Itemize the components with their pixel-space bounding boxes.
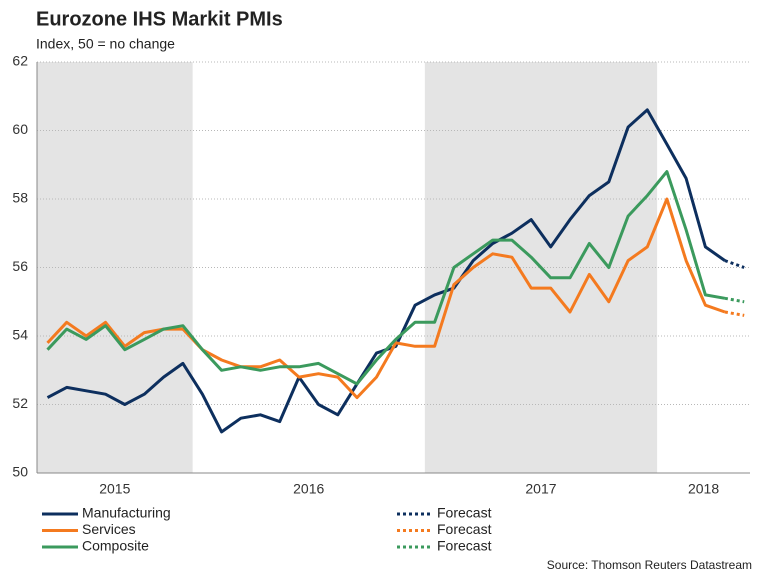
forecast-line xyxy=(724,259,745,269)
series-line xyxy=(46,170,726,386)
legend-label: Manufacturing xyxy=(82,505,171,521)
y-tick-label: 62 xyxy=(12,53,28,69)
x-tick-label: 2018 xyxy=(688,481,719,497)
source: Source: Thomson Reuters Datastream xyxy=(547,558,752,572)
legend: Manufacturing Forecast Services Forecast Com… xyxy=(42,505,492,554)
chart-subtitle: Index, 50 = no change xyxy=(36,36,175,52)
legend-label: Forecast xyxy=(437,538,492,554)
legend-label: Forecast xyxy=(437,521,492,537)
legend-label: Forecast xyxy=(437,505,492,521)
forecast-line xyxy=(724,310,745,317)
axes: 2015 2016 2017 2018 50 52 54 56 58 60 62 xyxy=(12,53,750,497)
x-tick-label: 2015 xyxy=(99,481,130,497)
chart-title: Eurozone IHS Markit PMIs xyxy=(36,8,283,30)
lines xyxy=(46,108,745,434)
legend-label: Composite xyxy=(82,538,149,554)
y-tick-label: 54 xyxy=(12,327,28,343)
y-tick-label: 60 xyxy=(12,121,28,137)
x-tick-label: 2016 xyxy=(293,481,324,497)
y-tick-label: 58 xyxy=(12,190,28,206)
forecast-line xyxy=(724,296,745,304)
x-tick-label: 2017 xyxy=(525,481,556,497)
y-tick-label: 52 xyxy=(12,395,28,411)
y-tick-label: 50 xyxy=(12,464,28,480)
y-tick-label: 56 xyxy=(12,258,28,274)
legend-label: Services xyxy=(82,521,136,537)
